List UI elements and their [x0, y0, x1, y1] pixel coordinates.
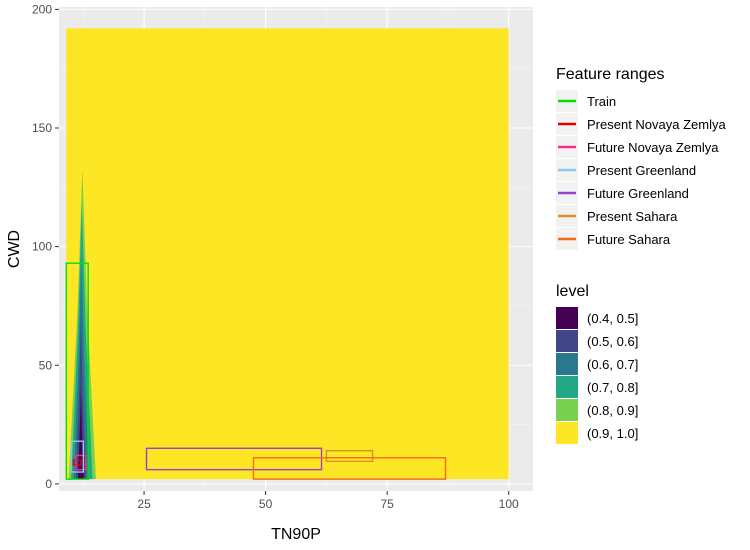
- x-axis-title: TN90P: [271, 526, 321, 543]
- x-tick-label: 50: [259, 497, 273, 511]
- range-legend-label: Present Greenland: [587, 163, 696, 178]
- range-legend-label: Future Sahara: [587, 232, 671, 247]
- x-tick-label: 75: [380, 497, 394, 511]
- range-legend-label: Future Greenland: [587, 186, 689, 201]
- heatmap-region: [66, 28, 509, 480]
- level-legend-swatch: [556, 353, 578, 375]
- feature-range-rect: [70, 440, 85, 473]
- feature-range-rect: [72, 459, 82, 466]
- level-legend-swatch: [556, 330, 578, 352]
- feature-range-rect: [145, 447, 323, 471]
- heatmap-layer: [66, 28, 509, 480]
- y-tick-label: 100: [32, 240, 52, 254]
- level-legend-label: (0.4, 0.5]: [587, 311, 638, 326]
- x-axis: 25 50 75 100: [137, 491, 519, 511]
- x-tick-label: 25: [137, 497, 151, 511]
- level-legend-title: level: [556, 283, 589, 300]
- y-tick-label: 150: [32, 121, 52, 135]
- y-tick-label: 0: [45, 477, 52, 491]
- feature-range-rect: [325, 449, 374, 463]
- range-legend-label: Present Sahara: [587, 209, 678, 224]
- level-legend-label: (0.6, 0.7]: [587, 357, 638, 372]
- level-legend-swatch: [556, 307, 578, 329]
- feature-ranges-legend: Feature ranges Train Present Novaya Zemly…: [556, 66, 726, 250]
- level-legend: level (0.4, 0.5] (0.5, 0.6] (0.6, 0.7] (0.7…: [556, 283, 638, 444]
- level-legend-label: (0.7, 0.8]: [587, 380, 638, 395]
- feature-range-rect: [65, 262, 89, 480]
- feature-range-rect: [75, 454, 87, 471]
- feature-ranges-layer: [65, 262, 447, 480]
- range-legend-label: Future Novaya Zemlya: [587, 140, 719, 155]
- y-tick-label: 50: [39, 358, 53, 372]
- range-legend-label: Train: [587, 94, 616, 109]
- y-axis: 0 50 100 150 200: [32, 2, 59, 491]
- level-legend-label: (0.5, 0.6]: [587, 334, 638, 349]
- level-legend-label: (0.8, 0.9]: [587, 403, 638, 418]
- feature-range-rect: [252, 457, 447, 480]
- level-legend-swatch: [556, 376, 578, 398]
- heatmap-contour-spike: [77, 388, 84, 480]
- range-legend-label: Present Novaya Zemlya: [587, 117, 726, 132]
- feature-ranges-legend-title: Feature ranges: [556, 66, 665, 83]
- x-tick-label: 100: [499, 497, 519, 511]
- y-tick-label: 200: [32, 2, 52, 16]
- level-legend-swatch: [556, 422, 578, 444]
- level-legend-label: (0.9, 1.0]: [587, 426, 638, 441]
- y-axis-title: CWD: [6, 230, 23, 268]
- level-legend-swatch: [556, 399, 578, 421]
